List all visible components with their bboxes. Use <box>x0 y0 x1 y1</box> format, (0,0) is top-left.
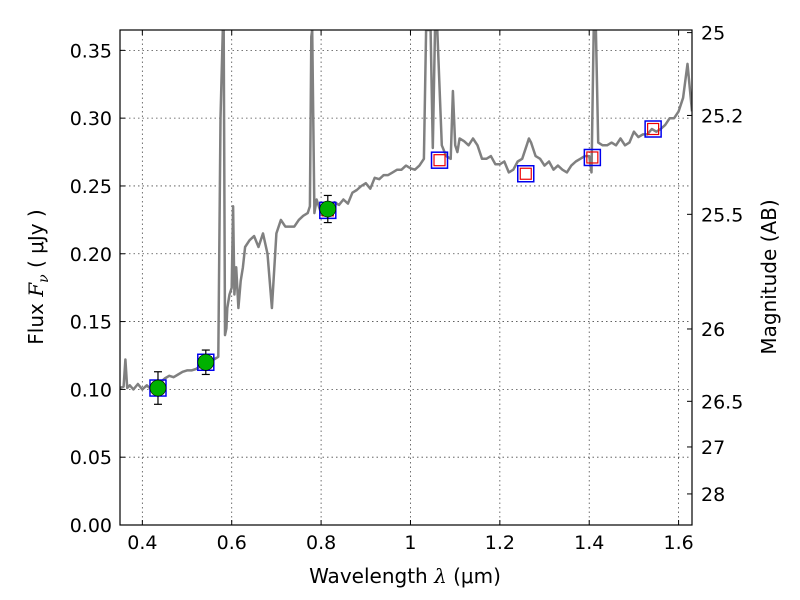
x-tick-label: 1.6 <box>663 532 693 554</box>
x-tick-label: 1.2 <box>485 532 515 554</box>
y2-axis-ticks: 25 25.2 25.5 26 26.5 27 28 <box>687 23 743 506</box>
detection-point <box>197 353 215 371</box>
plot-frame <box>119 29 693 526</box>
model-flux-box <box>519 167 532 180</box>
x-tick-label: 1 <box>404 532 416 554</box>
x-tick-label: 0.8 <box>306 532 336 554</box>
x-axis-title: Wavelength λ (μm) <box>309 564 501 588</box>
photometry-marks <box>149 120 662 405</box>
y2-tick-label: 25 <box>701 23 725 45</box>
y-tick-label: 0.15 <box>70 312 112 334</box>
model-spectrum <box>120 30 692 391</box>
x-tick-label: 0.4 <box>127 532 157 554</box>
y2-axis-title: Magnitude (AB) <box>757 199 781 354</box>
y-tick-label: 0.25 <box>70 176 112 198</box>
model-flux-box <box>647 122 660 136</box>
x-axis-ticks: 0.4 0.6 0.8 1 1.2 1.4 1.6 <box>127 30 694 554</box>
y2-tick-label: 27 <box>701 437 725 459</box>
y2-tick-label: 26 <box>701 319 725 341</box>
y-tick-label: 0.00 <box>70 515 112 537</box>
y-tick-label: 0.20 <box>70 244 112 266</box>
photometry-box <box>644 120 662 138</box>
y2-tick-label: 25.5 <box>701 204 743 226</box>
y2-tick-label: 26.5 <box>701 391 743 413</box>
model-flux-box <box>433 154 446 167</box>
y2-tick-label: 28 <box>701 484 725 506</box>
model-flux-box <box>586 151 599 164</box>
detection-point <box>149 379 167 397</box>
y-tick-label: 0.10 <box>70 379 112 401</box>
y-axis-ticks: 0.00 0.05 0.10 0.15 0.20 0.25 0.30 0.35 <box>70 40 125 537</box>
y-tick-label: 0.05 <box>70 447 112 469</box>
spectrum-line <box>120 30 692 391</box>
photometry-box <box>517 165 535 183</box>
detection-point <box>319 200 337 218</box>
x-tick-label: 0.6 <box>217 532 247 554</box>
grid-lines <box>120 30 692 525</box>
y-tick-label: 0.35 <box>70 40 112 62</box>
y2-tick-label: 25.2 <box>701 105 743 127</box>
x-tick-label: 1.4 <box>574 532 604 554</box>
photometry-box <box>430 151 449 169</box>
y-tick-label: 0.30 <box>70 108 112 130</box>
y-axis-title: Flux Fν ( μJy ) <box>24 209 52 344</box>
photometry-box <box>583 148 602 167</box>
